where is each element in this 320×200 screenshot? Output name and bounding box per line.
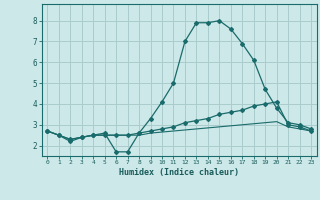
X-axis label: Humidex (Indice chaleur): Humidex (Indice chaleur) <box>119 168 239 177</box>
